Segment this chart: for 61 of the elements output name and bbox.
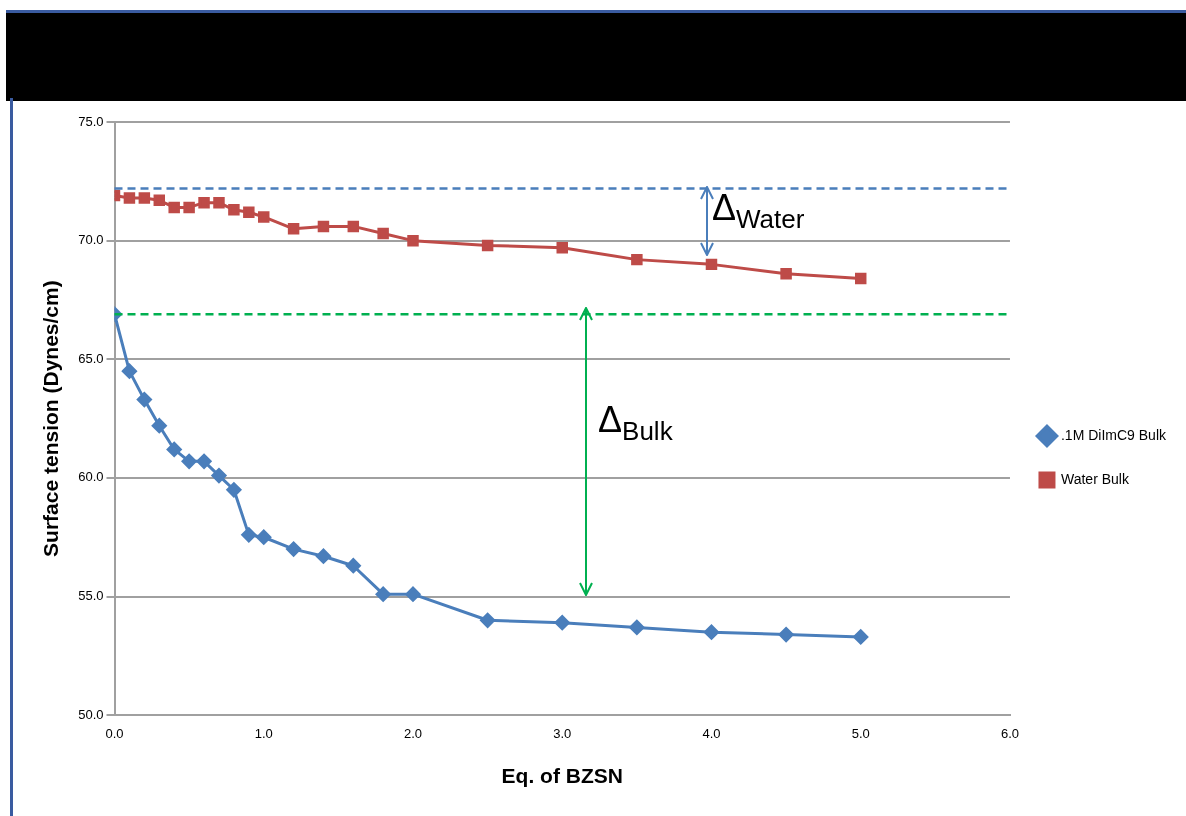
point [315,548,331,564]
point [287,223,300,235]
point [123,192,136,204]
point [778,627,794,643]
point [854,272,867,285]
legend-label: Water Bulk [1060,470,1130,487]
x-tick-label: 0.0 [105,725,124,741]
point [631,253,643,266]
point [181,453,197,469]
point [211,468,227,484]
x-tick-label: 4.0 [702,725,721,741]
y-tick-label: 70.0 [78,232,104,248]
point [241,527,257,543]
point [258,211,270,223]
legend-label: .1M DiImC9 Bulk [1060,426,1167,443]
point [703,624,719,640]
point [286,541,302,557]
point [481,239,494,252]
point [153,194,166,207]
point [226,482,242,498]
point [705,258,718,271]
point [166,441,182,457]
y-tick-label: 75.0 [78,113,104,129]
point [780,268,792,280]
y-tick-label: 65.0 [78,350,104,366]
point [256,529,272,545]
point [136,392,152,408]
point [228,204,240,216]
point [405,586,421,602]
point [317,220,330,233]
point [480,612,496,628]
point [407,234,419,247]
point [183,201,195,214]
point [347,220,360,233]
x-tick-label: 1.0 [254,725,273,741]
x-axis-title: Eq. of BZSN [501,764,623,788]
annotation: Δ$_{Water}$ [712,186,805,236]
point [345,558,361,574]
point [377,227,389,240]
point [168,201,180,214]
annotation: Δ$_{Bulk}$ [598,398,673,448]
point [198,196,210,209]
point [375,586,391,602]
point [196,453,212,469]
x-tick-label: 2.0 [403,725,423,741]
point [554,615,570,631]
y-axis-title: Surface tension (Dynes/cm) [39,280,63,557]
point [121,363,137,379]
point [556,242,568,254]
point [138,192,151,204]
point [629,619,645,635]
y-tick-label: 55.0 [78,588,104,604]
y-tick-label: 60.0 [78,469,104,485]
y-tick-label: 50.0 [78,706,104,722]
point [213,196,225,209]
point [853,629,869,645]
x-tick-label: 3.0 [553,725,572,741]
x-tick-label: 5.0 [851,725,870,741]
point [243,206,255,218]
point [151,418,167,434]
x-tick-label: 6.0 [1000,725,1020,741]
